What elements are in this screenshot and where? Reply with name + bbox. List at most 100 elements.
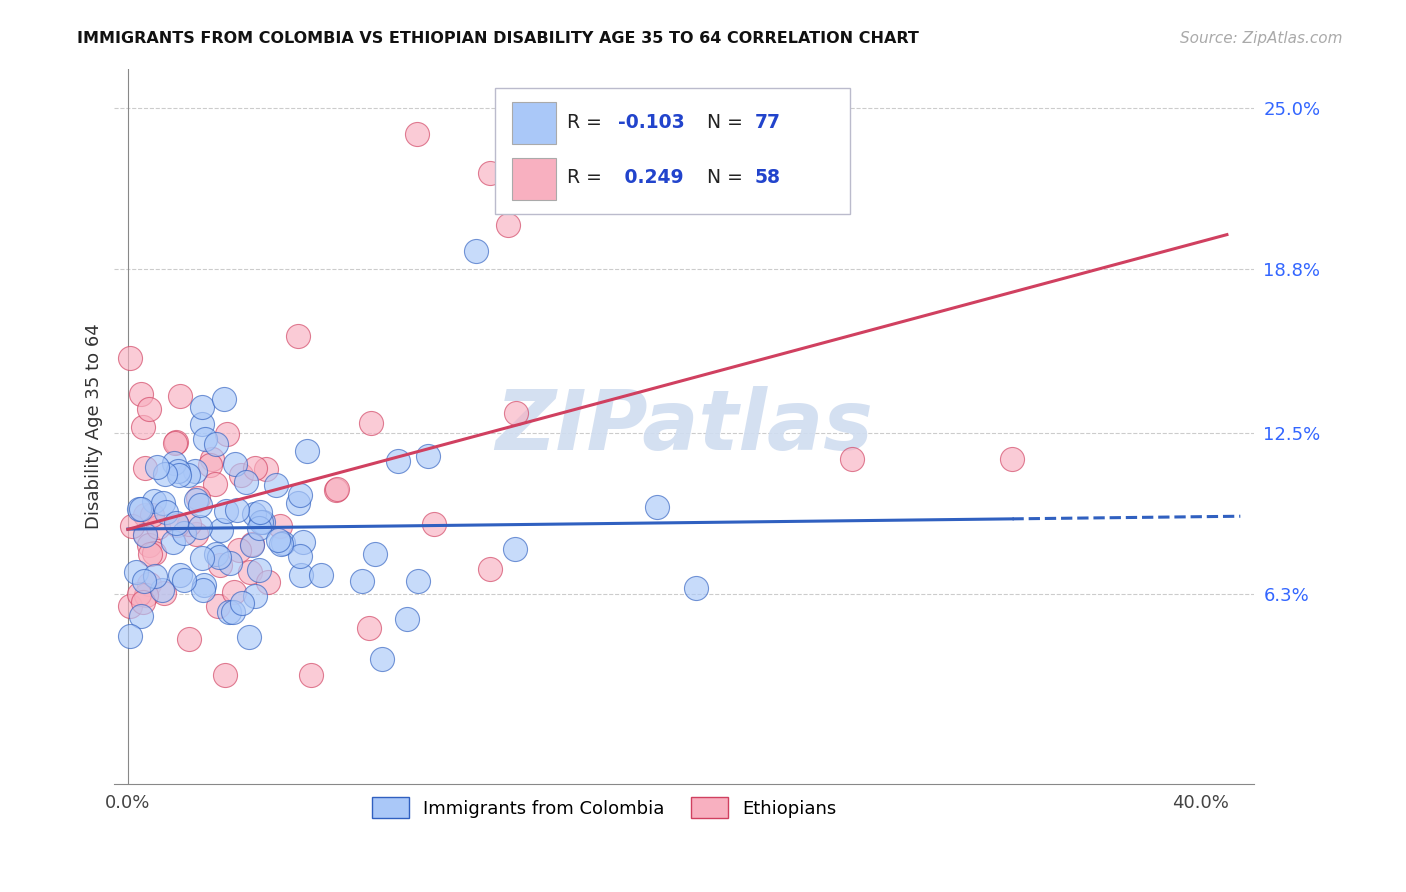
Point [240,536,263,550]
Point [191,550,214,565]
Point [228,542,250,557]
Point [360,417,382,431]
Point [193,582,215,597]
Point [204,547,226,561]
Point [155,505,177,519]
Point [146,520,169,534]
Point [145,459,167,474]
Point [188,498,211,512]
Point [162,534,184,549]
Point [243,461,266,475]
Text: Source: ZipAtlas.com: Source: ZipAtlas.com [1180,31,1343,46]
Point [155,467,177,482]
Point [139,547,162,561]
Point [254,461,277,475]
Point [498,218,520,232]
Point [141,508,163,522]
Point [267,533,290,548]
Point [478,166,501,180]
Point [120,599,142,613]
Point [135,588,157,602]
Point [808,132,831,146]
Point [406,127,429,141]
Point [132,420,155,434]
Point [131,595,153,609]
Point [120,629,142,643]
Y-axis label: Disability Age 35 to 64: Disability Age 35 to 64 [86,324,103,529]
Point [224,457,246,471]
Point [143,568,166,582]
Point [134,461,156,475]
Point [247,521,270,535]
Point [201,451,224,466]
Point [179,632,201,646]
Point [243,507,266,521]
Point [364,547,387,561]
Point [169,567,191,582]
Text: ZIPatlas: ZIPatlas [495,386,873,467]
Point [257,575,280,590]
Point [290,568,312,582]
Point [153,586,176,600]
Point [150,582,173,597]
Point [287,496,309,510]
Point [352,574,374,588]
Point [264,478,287,492]
Point [231,467,253,482]
Point [121,519,143,533]
Point [222,605,245,619]
Point [225,502,247,516]
Point [235,475,257,489]
Point [231,596,253,610]
Point [291,535,314,549]
Point [198,458,221,472]
Point [1001,452,1024,467]
Point [120,351,142,366]
Point [138,538,160,552]
Point [416,450,439,464]
Point [142,494,165,508]
Point [167,464,190,478]
Point [423,516,446,531]
Point [191,400,214,414]
Point [129,387,152,401]
Point [326,482,349,496]
Point [271,536,294,550]
Point [243,589,266,603]
Point [166,517,188,532]
Point [406,574,429,589]
Point [269,518,291,533]
Point [465,244,488,258]
Point [165,434,187,449]
Point [395,612,418,626]
Point [194,432,217,446]
Point [138,402,160,417]
Point [205,437,228,451]
Point [247,563,270,577]
Point [240,538,263,552]
Point [163,436,186,450]
Point [134,574,156,589]
Point [297,444,319,458]
Point [387,453,409,467]
Point [309,568,332,582]
Point [204,476,226,491]
Point [218,606,240,620]
Point [184,527,207,541]
Point [163,456,186,470]
Point [183,464,205,478]
Point [167,468,190,483]
Point [208,558,231,572]
Point [128,502,150,516]
Point [190,417,212,431]
Point [239,566,262,580]
Point [188,520,211,534]
Point [129,609,152,624]
Point [138,577,160,591]
Point [288,488,311,502]
Point [841,452,863,467]
Point [187,491,209,505]
Point [184,493,207,508]
Point [173,525,195,540]
Point [152,496,174,510]
